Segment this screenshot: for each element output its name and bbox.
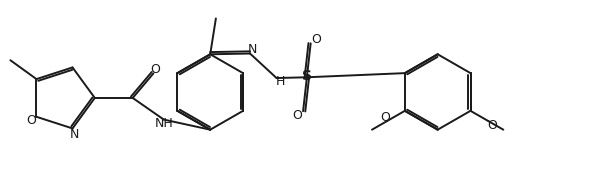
Text: NH: NH (154, 117, 173, 130)
Text: O: O (380, 111, 390, 124)
Text: H: H (276, 75, 285, 87)
Text: O: O (26, 114, 36, 127)
Text: S: S (302, 69, 312, 83)
Text: O: O (292, 109, 302, 122)
Text: O: O (312, 33, 321, 46)
Text: N: N (247, 43, 257, 56)
Text: O: O (150, 63, 160, 76)
Text: O: O (488, 119, 498, 132)
Text: N: N (69, 128, 78, 141)
